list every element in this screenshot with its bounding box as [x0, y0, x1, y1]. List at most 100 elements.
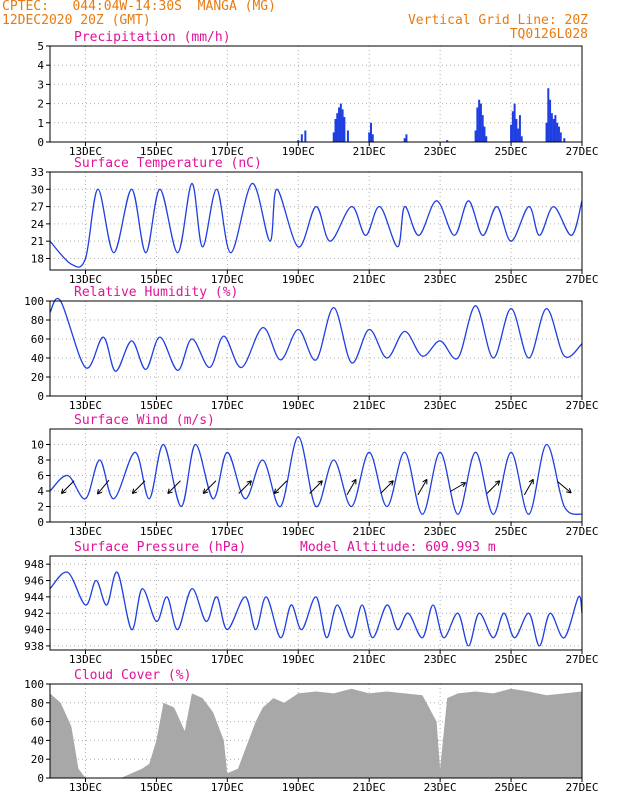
x-tick-label: 19DEC	[282, 273, 315, 286]
precip-bar	[474, 130, 477, 142]
x-tick-label: 13DEC	[69, 781, 102, 794]
y-tick-label: 27	[31, 201, 44, 214]
wind-arrow-shaft	[238, 480, 252, 494]
wind-arrow-head	[202, 488, 206, 494]
y-tick-label: 24	[31, 218, 45, 231]
y-tick-label: 938	[24, 640, 44, 653]
y-tick-label: 0	[37, 772, 44, 785]
panel-title: Surface Pressure (hPa)	[74, 540, 246, 555]
wind-arrow-head	[568, 488, 572, 494]
wind-arrow	[131, 480, 146, 494]
panel-6: 0 20 40 60 80 100 13DEC 15DEC 17DEC 19DEC 21DEC 23D…	[24, 668, 598, 794]
x-tick-label: 27DEC	[565, 273, 598, 286]
y-tick-label: 80	[31, 697, 44, 710]
precip-bar	[556, 122, 559, 142]
x-tick-label: 21DEC	[353, 273, 386, 286]
precip-bar	[403, 138, 406, 142]
x-tick-label: 27DEC	[565, 145, 598, 158]
precip-bar	[483, 126, 486, 142]
x-tick-label: 27DEC	[565, 399, 598, 412]
wind-arrow-shaft	[202, 480, 217, 494]
x-tick-label: 21DEC	[353, 525, 386, 538]
x-tick-label: 13DEC	[69, 145, 102, 158]
wind-arrow-shaft	[523, 479, 534, 496]
x-tick-label: 27DEC	[565, 525, 598, 538]
wind-arrow-head	[61, 491, 67, 494]
wind-arrow	[449, 482, 467, 493]
header-model-code: TQ0126L028	[509, 27, 588, 42]
wind-arrow	[273, 480, 288, 494]
y-tick-label: 2	[37, 98, 44, 111]
wind-arrow	[60, 480, 75, 494]
x-tick-label: 23DEC	[424, 781, 457, 794]
precip-bar	[511, 111, 514, 142]
y-tick-label: 0	[37, 516, 44, 529]
wind-arrow-shaft	[309, 480, 323, 494]
wind-arrow-shaft	[273, 480, 288, 494]
y-tick-label: 4	[37, 59, 44, 72]
y-tick-label: 40	[31, 734, 44, 747]
y-tick-label: 6	[37, 470, 44, 483]
y-tick-label: 940	[24, 624, 44, 637]
x-tick-label: 13DEC	[69, 525, 102, 538]
y-tick-label: 40	[31, 352, 44, 365]
wind-arrow	[557, 480, 572, 494]
panel-title: Precipitation (mm/h)	[74, 30, 231, 45]
panel-title: Relative Humidity (%)	[74, 285, 238, 300]
x-tick-label: 15DEC	[140, 399, 173, 412]
x-tick-label: 25DEC	[495, 145, 528, 158]
x-tick-label: 17DEC	[211, 653, 244, 666]
precip-bar	[304, 130, 307, 142]
x-tick-label: 21DEC	[353, 653, 386, 666]
y-tick-label: 948	[24, 558, 44, 571]
x-tick-label: 19DEC	[282, 525, 315, 538]
wind-arrow-head	[566, 491, 572, 494]
wind-arrow-shaft	[97, 479, 110, 495]
model-altitude: Model Altitude: 609.993 m	[300, 540, 496, 555]
y-tick-label: 4	[37, 485, 44, 498]
x-tick-label: 17DEC	[211, 781, 244, 794]
y-tick-label: 3	[37, 78, 44, 91]
precip-bar	[343, 117, 346, 142]
precip-bar	[368, 132, 371, 142]
series-line	[49, 571, 583, 647]
panel-frame	[49, 300, 583, 397]
wind-arrow-shaft	[557, 480, 572, 494]
precip-bar	[563, 138, 566, 142]
precip-bar	[559, 132, 562, 142]
wind-arrow-head	[249, 480, 252, 486]
wind-arrow	[523, 478, 534, 496]
wind-arrow-head	[132, 491, 138, 494]
precip-bar	[297, 140, 300, 142]
y-tick-label: 30	[31, 183, 44, 196]
header-datetime: 12DEC2020 20Z (GMT)	[2, 13, 151, 28]
panel-frame	[49, 45, 583, 143]
wind-arrow-head	[131, 488, 135, 494]
wind-arrow-head	[167, 491, 173, 494]
header-location: CPTEC: 044:04W-14:30S MANGA (MG)	[2, 0, 276, 14]
x-tick-label: 21DEC	[353, 399, 386, 412]
y-tick-label: 1	[37, 117, 44, 130]
y-tick-label: 80	[31, 314, 44, 327]
precip-bar	[517, 128, 520, 142]
wind-arrow-shaft	[61, 480, 75, 494]
wind-arrow-head	[388, 480, 394, 483]
y-tick-label: 21	[31, 235, 44, 248]
wind-arrow-head	[497, 480, 501, 486]
x-tick-label: 23DEC	[424, 273, 457, 286]
precip-bar	[405, 134, 408, 142]
precip-bar	[369, 122, 372, 142]
wind-arrow	[380, 480, 394, 494]
x-tick-label: 15DEC	[140, 653, 173, 666]
x-tick-label: 13DEC	[69, 653, 102, 666]
panel-4: 0 2 4 6 8 10 13DEC 15DEC 17DEC 19DEC 21DEC 23DEC 25D…	[31, 413, 599, 538]
wind-arrow	[417, 478, 428, 496]
x-tick-label: 13DEC	[69, 399, 102, 412]
wind-arrow-shaft	[167, 480, 181, 494]
y-tick-label: 5	[37, 40, 44, 53]
y-tick-label: 60	[31, 333, 44, 346]
precip-bar	[334, 118, 337, 142]
precip-bar	[518, 115, 521, 142]
x-tick-label: 21DEC	[353, 781, 386, 794]
wind-arrow-shaft	[417, 479, 428, 496]
